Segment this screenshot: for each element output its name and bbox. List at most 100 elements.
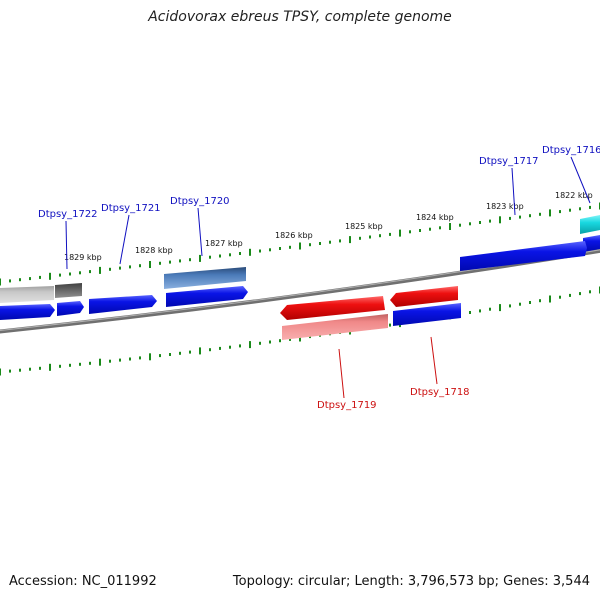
major-tick (0, 368, 1, 376)
minor-tick (579, 207, 581, 211)
minor-tick (389, 323, 391, 327)
minor-tick (129, 265, 131, 269)
minor-tick (179, 259, 181, 263)
gene-feature[interactable] (166, 286, 248, 307)
minor-tick (159, 354, 161, 358)
minor-tick (509, 216, 511, 220)
minor-tick (459, 223, 461, 227)
minor-tick (189, 258, 191, 262)
minor-tick (209, 348, 211, 352)
gene-feature[interactable] (0, 286, 54, 303)
minor-tick (469, 311, 471, 314)
minor-tick (39, 366, 41, 370)
minor-tick (239, 252, 241, 255)
gene-label-dtpsy-1717[interactable]: Dtpsy_1717 (479, 156, 539, 167)
gene-label-dtpsy-1719[interactable]: Dtpsy_1719 (317, 400, 377, 411)
major-tick (0, 278, 1, 286)
minor-tick (569, 293, 571, 297)
gene-feature[interactable] (580, 215, 600, 234)
minor-tick (529, 214, 531, 218)
gene-feature[interactable] (280, 296, 385, 320)
minor-tick (259, 341, 261, 345)
minor-tick (289, 337, 291, 341)
gene-label-dtpsy-1716[interactable]: Dtpsy_1716 (542, 145, 600, 156)
gene-feature[interactable] (390, 286, 458, 307)
minor-tick (309, 243, 311, 247)
minor-tick (589, 205, 591, 209)
minor-tick (589, 290, 591, 294)
gene-label-dtpsy-1721[interactable]: Dtpsy_1721 (101, 203, 161, 214)
gene-labels: Dtpsy_1716 Dtpsy_1717 Dtpsy_1718 Dtpsy_1… (38, 145, 600, 411)
major-tick (499, 304, 501, 312)
major-tick (549, 295, 551, 303)
gene-feature[interactable] (55, 283, 82, 298)
minor-tick (409, 230, 411, 234)
minor-tick (489, 219, 491, 223)
minor-tick (69, 272, 71, 276)
minor-tick (9, 279, 11, 283)
major-tick (199, 254, 201, 262)
minor-tick (289, 245, 291, 249)
gene-label-dtpsy-1720[interactable]: Dtpsy_1720 (170, 196, 230, 207)
tick-label-1829: 1829 kbp (64, 253, 102, 262)
tick-label-1827: 1827 kbp (205, 239, 243, 248)
minor-tick (169, 260, 171, 264)
minor-tick (559, 295, 561, 299)
minor-tick (229, 253, 231, 257)
minor-tick (429, 227, 431, 231)
minor-tick (389, 232, 391, 236)
minor-tick (139, 356, 141, 360)
tick-label-1824: 1824 kbp (416, 213, 454, 222)
gene-feature[interactable] (0, 304, 55, 320)
major-tick (49, 363, 51, 371)
major-tick (149, 261, 151, 268)
minor-tick (19, 278, 21, 282)
gene-feature[interactable] (57, 301, 84, 316)
tick-label-1826: 1826 kbp (275, 231, 313, 240)
minor-tick (329, 240, 331, 244)
minor-tick (489, 307, 491, 311)
major-tick (199, 347, 201, 355)
minor-tick (369, 235, 371, 239)
minor-tick (559, 210, 561, 214)
major-tick (249, 248, 251, 256)
upper-tick-ring (0, 202, 600, 286)
minor-tick (69, 363, 71, 367)
minor-tick (519, 302, 521, 306)
minor-tick (379, 234, 381, 238)
gene-feature[interactable] (164, 267, 246, 289)
minor-tick (59, 273, 61, 277)
minor-tick (9, 369, 11, 373)
minor-tick (229, 345, 231, 349)
minor-tick (89, 361, 91, 365)
minor-tick (89, 270, 91, 274)
major-tick (149, 353, 151, 361)
minor-tick (519, 215, 521, 219)
minor-tick (29, 277, 31, 281)
tick-label-1822: 1822 kbp (555, 191, 593, 200)
minor-tick (479, 221, 481, 224)
minor-tick (129, 357, 131, 361)
gene-label-dtpsy-1718[interactable]: Dtpsy_1718 (410, 387, 470, 398)
major-tick (449, 223, 451, 230)
gene-feature[interactable] (89, 295, 157, 314)
minor-tick (219, 346, 221, 350)
gene-feature[interactable] (282, 314, 388, 340)
gene-feature[interactable] (460, 241, 587, 271)
tick-label-1823: 1823 kbp (486, 202, 524, 211)
minor-tick (219, 254, 221, 258)
major-tick (99, 266, 101, 274)
gene-feature[interactable] (583, 235, 600, 252)
minor-tick (579, 292, 581, 296)
gene-label-dtpsy-1722[interactable]: Dtpsy_1722 (38, 209, 98, 220)
minor-tick (189, 350, 191, 354)
minor-tick (339, 239, 341, 243)
minor-tick (209, 255, 211, 259)
gene-feature[interactable] (393, 303, 461, 326)
genome-title: Acidovorax ebreus TPSY, complete genome (148, 9, 452, 25)
major-tick (549, 209, 551, 217)
major-tick (249, 341, 251, 349)
minor-tick (539, 299, 541, 303)
tick-labels: 1822 kbp 1823 kbp 1824 kbp 1825 kbp 1826… (64, 191, 593, 262)
